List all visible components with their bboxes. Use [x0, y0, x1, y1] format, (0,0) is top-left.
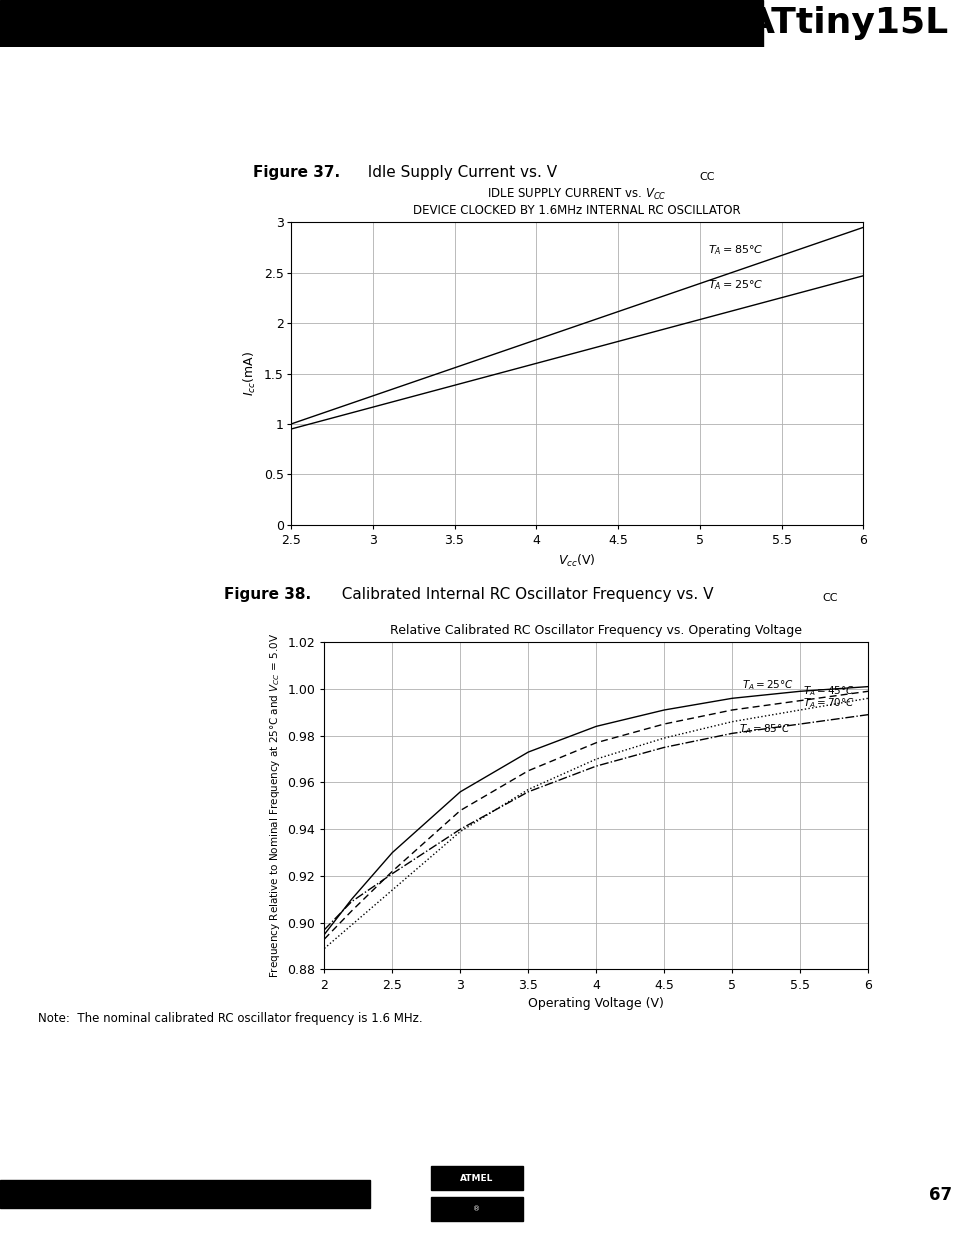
Y-axis label: $I_{cc}$(mA): $I_{cc}$(mA)	[242, 351, 258, 396]
Text: $T_A = 85°C$: $T_A = 85°C$	[739, 721, 790, 736]
Title: Relative Calibrated RC Oscillator Frequency vs. Operating Voltage: Relative Calibrated RC Oscillator Freque…	[390, 624, 801, 637]
Text: ®: ®	[473, 1207, 480, 1213]
Text: ATMEL: ATMEL	[460, 1174, 493, 1183]
Text: 67: 67	[928, 1186, 951, 1204]
Text: Figure 38.: Figure 38.	[224, 587, 311, 601]
Text: Calibrated Internal RC Oscillator Frequency vs. V: Calibrated Internal RC Oscillator Freque…	[332, 587, 713, 601]
Text: $T_A = 45°C$: $T_A = 45°C$	[802, 684, 854, 698]
Bar	[0, 1181, 370, 1208]
Text: Figure 37.: Figure 37.	[253, 165, 339, 180]
Text: Idle Supply Current vs. V: Idle Supply Current vs. V	[357, 165, 557, 180]
Y-axis label: Frequency Relative to Nominal Frequency at 25°C and $V_{CC}$ = 5.0V: Frequency Relative to Nominal Frequency …	[268, 634, 281, 978]
Text: $T_A = 25°C$: $T_A = 25°C$	[740, 678, 793, 693]
Text: $T_A = 25°C$: $T_A = 25°C$	[707, 278, 762, 291]
X-axis label: Operating Voltage (V): Operating Voltage (V)	[528, 997, 663, 1010]
Text: CC: CC	[699, 173, 714, 183]
Bar	[431, 1166, 522, 1191]
Bar	[0, 0, 762, 47]
Title: IDLE SUPPLY CURRENT vs. $V_{CC}$
DEVICE CLOCKED BY 1.6MHz INTERNAL RC OSCILLATOR: IDLE SUPPLY CURRENT vs. $V_{CC}$ DEVICE …	[413, 186, 740, 217]
Text: $T_A = 85°C$: $T_A = 85°C$	[707, 243, 762, 257]
X-axis label: $V_{cc}$(V): $V_{cc}$(V)	[558, 552, 596, 568]
Bar	[431, 1197, 522, 1220]
Text: ATtiny15L: ATtiny15L	[746, 6, 948, 41]
Text: $T_A = 70°C$: $T_A = 70°C$	[802, 697, 854, 710]
Text: Note:  The nominal calibrated RC oscillator frequency is 1.6 MHz.: Note: The nominal calibrated RC oscillat…	[38, 1011, 422, 1025]
Text: CC: CC	[821, 594, 837, 604]
